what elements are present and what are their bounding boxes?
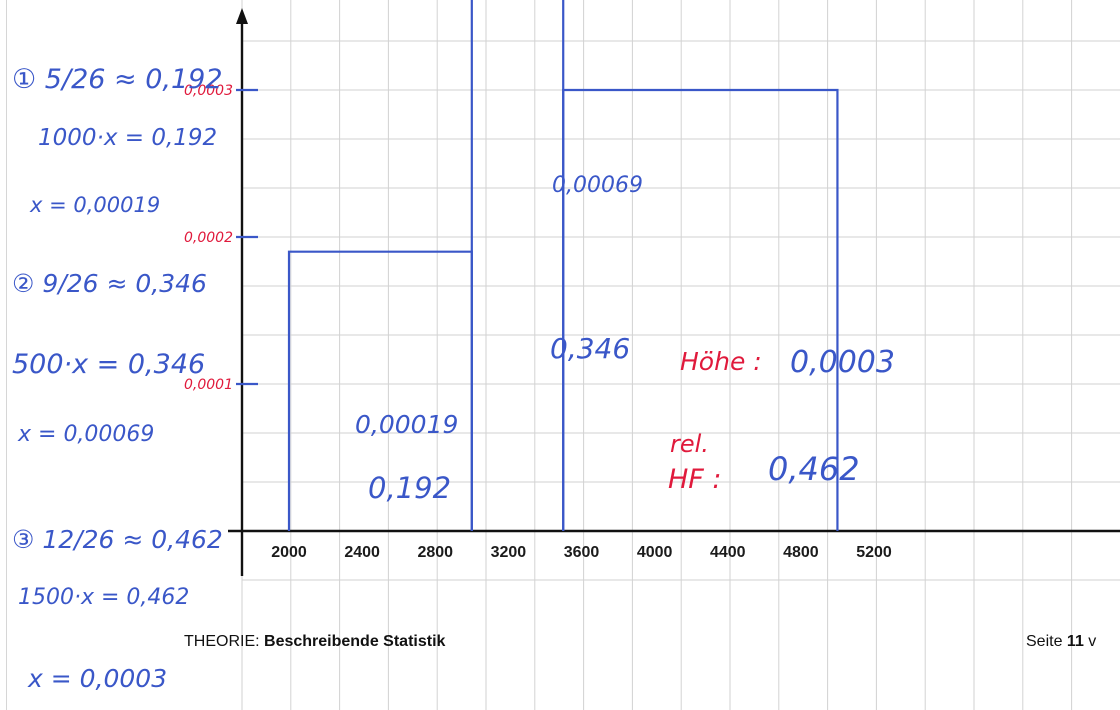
bar3-area-label: 0,462 [768,450,860,488]
footer-page-suffix: v [1083,633,1097,650]
x-tick-label: 4000 [637,544,673,561]
y-axis-arrow [236,8,248,24]
y-tick-label: 0,0001 [184,377,233,393]
histogram-bar [562,88,839,531]
calc1-result: x = 0,00019 [29,193,160,217]
hoehe-label: Höhe : [680,347,762,376]
calc3-equation: 1500·x = 0,462 [18,585,189,610]
calc1-fraction: ① 5/26 ≈ 0,192 [12,64,223,95]
footer-title: THEORIE: Beschreibende Statistik [184,633,445,651]
x-tick-label: 2000 [271,544,307,561]
calc2-result: x = 0,00069 [17,422,154,447]
bar3-height-label: 0,0003 [790,345,895,380]
histogram-bar [470,0,565,531]
x-tick-labels: 2000 2400 2800 3200 3600 4000 4400 4800 5200 [271,544,892,561]
footer-page-prefix: Seite [1026,633,1067,650]
x-tick-label: 2400 [344,544,380,561]
calc2-equation: 500·x = 0,346 [12,349,205,380]
bar2-height-label: 0,00069 [552,173,643,198]
x-tick-label: 4400 [710,544,746,561]
rel-label: rel. [670,430,709,458]
y-tick-label: 0,0002 [184,230,233,246]
x-tick-label: 2800 [417,544,453,561]
calc3-fraction: ③ 12/26 ≈ 0,462 [12,525,223,554]
footer-page-number: Seite 11 v [1026,633,1096,651]
footer-title-bold: Beschreibende Statistik [264,633,446,650]
histogram-bars [287,0,839,531]
calc2-fraction: ② 9/26 ≈ 0,346 [12,269,207,298]
bar1-height-label: 0,00019 [355,410,458,439]
calc1-equation: 1000·x = 0,192 [38,125,217,151]
grid-lines [241,0,1120,710]
x-tick-label: 3600 [564,544,600,561]
bar2-area-label: 0,346 [550,332,630,365]
x-tick-label: 4800 [783,544,819,561]
x-tick-label: 3200 [491,544,527,561]
calc3-result: x = 0,0003 [27,664,167,693]
bar1-area-label: 0,192 [368,471,451,505]
footer-page-bold: 11 [1066,633,1084,650]
x-tick-label: 5200 [856,544,892,561]
footer-title-prefix: THEORIE: [184,633,265,650]
page-edge-line [6,0,7,710]
y-tick-label: 0,0003 [184,83,233,99]
hf-label: HF : [668,464,722,495]
